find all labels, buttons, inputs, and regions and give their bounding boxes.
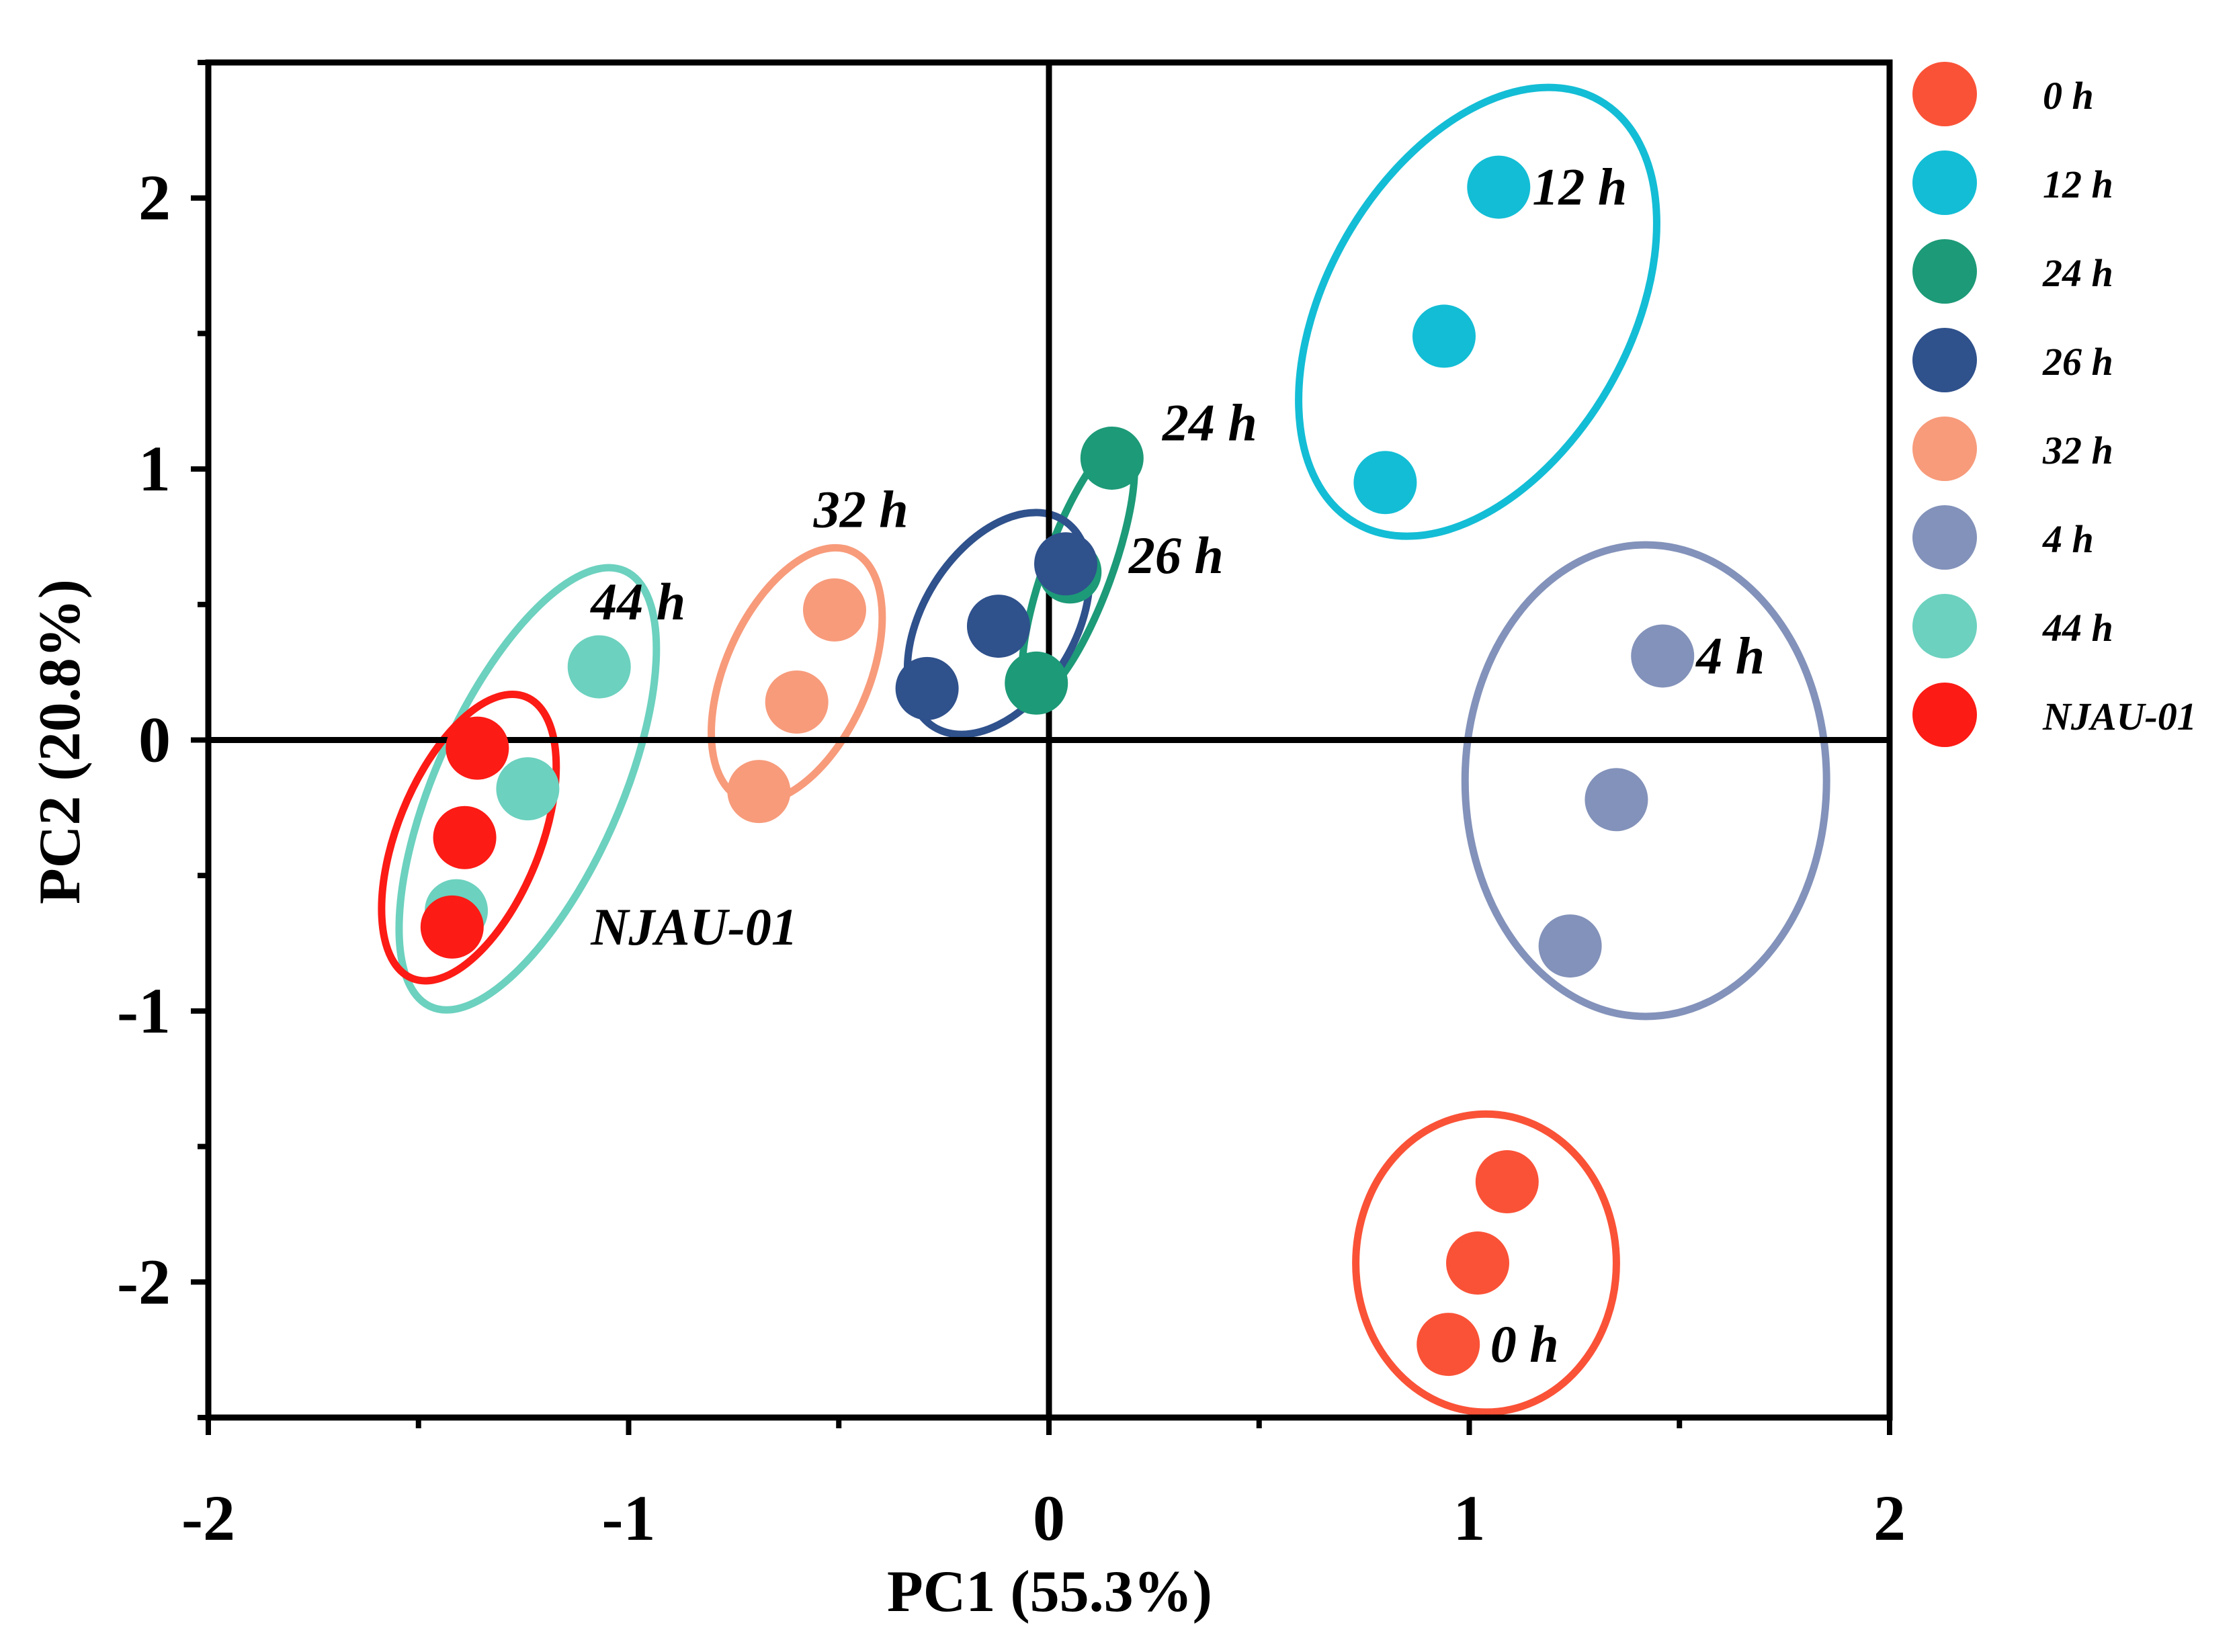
legend-marker <box>1912 239 1977 304</box>
point-26h <box>966 595 1030 658</box>
y-tick-label: 1 <box>138 433 171 505</box>
annotation-26h: 26 h <box>1128 526 1224 584</box>
legend-marker <box>1912 594 1977 658</box>
point-12h <box>1412 304 1476 368</box>
point-4h <box>1631 624 1695 688</box>
point-24h <box>1080 426 1144 490</box>
ellipse-26h <box>903 509 1093 738</box>
point-4h <box>1585 768 1648 832</box>
y-tick-label: 2 <box>138 162 171 234</box>
point-12h <box>1353 451 1417 515</box>
point-njau-01 <box>433 806 497 869</box>
point-44h <box>567 635 631 699</box>
point-32h <box>727 760 791 824</box>
legend: 0 h 12 h 24 h 26 h 32 h 4 h 44 h NJAU-01 <box>1912 62 2197 747</box>
annotation-njau-01: NJAU-01 <box>590 898 798 956</box>
annotation-0h: 0 h <box>1490 1315 1559 1373</box>
ellipse-0h <box>1352 1110 1620 1416</box>
point-4h <box>1538 914 1602 978</box>
ellipse-44h <box>395 564 661 1014</box>
point-26h <box>895 656 959 720</box>
y-tick-label: 0 <box>138 704 171 776</box>
y-tick-label: -1 <box>117 975 171 1047</box>
ellipse-4h <box>1461 541 1830 1020</box>
legend-label: 32 h <box>2042 429 2113 472</box>
legend-label: 24 h <box>2042 251 2113 295</box>
ellipses-layer <box>378 83 1830 1416</box>
axes-layer: -2 -1 0 1 2 -2 -1 0 1 2 <box>117 59 1906 1554</box>
point-0h <box>1417 1313 1480 1377</box>
x-tick-label: 2 <box>1873 1482 1906 1554</box>
x-tick-label: 1 <box>1453 1482 1486 1554</box>
legend-marker <box>1912 417 1977 481</box>
annotations-layer: 0 h 12 h 24 h 26 h 32 h 4 h 44 h NJAU-01 <box>589 158 1765 1374</box>
point-44h <box>496 757 560 821</box>
points-layer <box>420 155 1695 1377</box>
ellipse-njau-01 <box>378 691 560 985</box>
point-32h <box>765 670 829 734</box>
x-tick-label: 0 <box>1033 1482 1065 1554</box>
y-axis-title: PC2 (20.8%) <box>28 579 93 904</box>
annotation-44h: 44 h <box>589 572 685 631</box>
legend-marker <box>1912 683 1977 747</box>
point-njau-01 <box>446 716 509 780</box>
legend-label: 4 h <box>2042 517 2094 561</box>
point-32h <box>802 578 866 642</box>
point-24h <box>1005 651 1068 715</box>
point-0h <box>1475 1150 1539 1214</box>
x-tick-label: -1 <box>602 1482 656 1554</box>
ellipse-12h <box>1295 83 1660 540</box>
legend-marker <box>1912 328 1977 392</box>
legend-marker <box>1912 150 1977 215</box>
x-tick-label: -2 <box>181 1482 235 1554</box>
y-tick-label: -2 <box>117 1246 171 1317</box>
annotation-12h: 12 h <box>1532 158 1627 216</box>
point-26h <box>1034 532 1098 596</box>
legend-label: 26 h <box>2042 340 2113 384</box>
annotation-24h: 24 h <box>1162 394 1257 452</box>
legend-label: 44 h <box>2042 606 2113 650</box>
point-0h <box>1446 1231 1510 1295</box>
x-axis-title: PC1 (55.3%) <box>887 1559 1212 1624</box>
point-12h <box>1467 155 1531 219</box>
point-njau-01 <box>420 895 484 959</box>
legend-marker <box>1912 62 1977 126</box>
legend-label: NJAU-01 <box>2042 695 2197 738</box>
legend-label: 0 h <box>2043 74 2094 118</box>
annotation-4h: 4 h <box>1695 626 1765 685</box>
annotation-32h: 32 h <box>813 480 909 539</box>
legend-label: 12 h <box>2043 163 2113 206</box>
legend-marker <box>1912 505 1977 570</box>
